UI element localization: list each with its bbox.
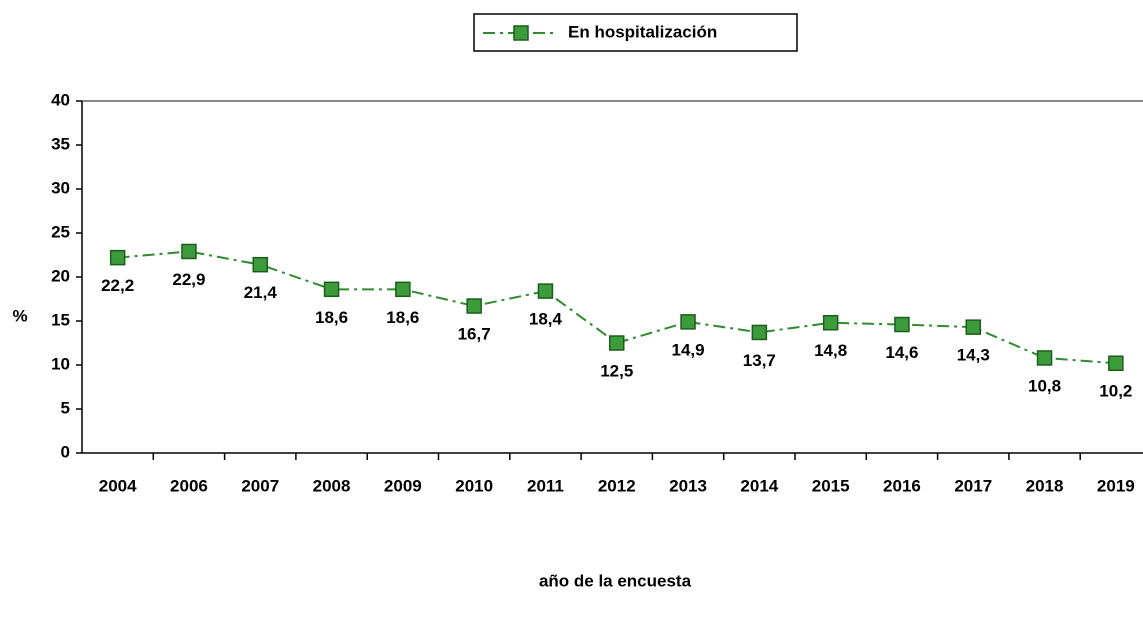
legend-marker bbox=[513, 25, 529, 41]
value-label: 18,6 bbox=[315, 308, 348, 327]
y-tick-label: 0 bbox=[61, 442, 70, 461]
value-label: 10,8 bbox=[1028, 376, 1061, 395]
x-tick-label: 2009 bbox=[384, 476, 422, 495]
x-tick-label: 2011 bbox=[527, 476, 564, 495]
marker bbox=[466, 298, 482, 314]
y-tick-label: 30 bbox=[51, 178, 70, 197]
x-tick-label: 2013 bbox=[669, 476, 707, 495]
y-tick-label: 20 bbox=[51, 266, 70, 285]
y-tick-label: 40 bbox=[51, 90, 70, 109]
x-tick-label: 2008 bbox=[313, 476, 351, 495]
y-axis-title: % bbox=[12, 306, 27, 325]
marker bbox=[537, 283, 554, 299]
value-label: 18,4 bbox=[529, 310, 563, 329]
value-label: 14,3 bbox=[957, 346, 990, 365]
marker bbox=[751, 324, 768, 341]
y-tick-label: 10 bbox=[51, 354, 70, 373]
y-tick-label: 35 bbox=[51, 134, 70, 153]
x-tick-label: 2018 bbox=[1026, 476, 1064, 495]
value-label: 10,2 bbox=[1099, 382, 1132, 401]
marker bbox=[894, 316, 910, 333]
marker bbox=[252, 256, 268, 273]
value-label: 14,9 bbox=[672, 340, 705, 359]
x-tick-label: 2004 bbox=[99, 476, 137, 495]
marker bbox=[323, 281, 340, 298]
marker bbox=[822, 315, 839, 331]
marker bbox=[1036, 350, 1053, 366]
value-label: 22,9 bbox=[172, 270, 205, 289]
y-tick-label: 25 bbox=[51, 222, 70, 241]
value-label: 22,2 bbox=[101, 276, 134, 295]
marker bbox=[965, 319, 981, 335]
value-label: 14,8 bbox=[814, 341, 847, 360]
x-tick-label: 2006 bbox=[170, 476, 208, 495]
marker bbox=[109, 249, 126, 266]
x-tick-label: 2007 bbox=[241, 476, 279, 495]
value-label: 13,7 bbox=[743, 351, 776, 370]
marker bbox=[181, 243, 197, 260]
value-label: 18,6 bbox=[386, 308, 419, 327]
x-tick-label: 2019 bbox=[1097, 476, 1135, 495]
y-tick-label: 5 bbox=[61, 398, 70, 417]
y-tick-label: 15 bbox=[51, 310, 70, 329]
value-label: 12,5 bbox=[600, 361, 633, 380]
value-label: 14,6 bbox=[885, 343, 918, 362]
x-tick-label: 2016 bbox=[883, 476, 921, 495]
legend-label: En hospitalización bbox=[568, 22, 717, 41]
value-label: 21,4 bbox=[244, 283, 278, 302]
x-tick-label: 2017 bbox=[954, 476, 992, 495]
marker bbox=[609, 335, 625, 351]
x-tick-label: 2010 bbox=[455, 476, 493, 495]
x-tick-label: 2015 bbox=[812, 476, 850, 495]
x-tick-label: 2014 bbox=[740, 476, 778, 495]
marker bbox=[395, 281, 411, 298]
marker bbox=[680, 314, 696, 330]
x-tick-label: 2012 bbox=[598, 476, 636, 495]
value-label: 16,7 bbox=[458, 325, 491, 344]
marker bbox=[1108, 355, 1124, 371]
x-axis-title: año de la encuesta bbox=[539, 571, 692, 590]
